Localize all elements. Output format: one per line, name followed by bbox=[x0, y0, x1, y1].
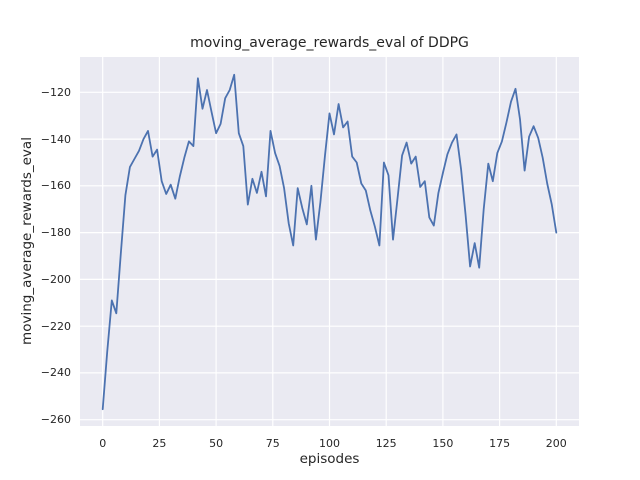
x-axis-label: episodes bbox=[299, 451, 360, 467]
plot-area bbox=[80, 57, 579, 426]
x-tick-label: 125 bbox=[375, 437, 397, 450]
y-tick-label: −180 bbox=[40, 226, 71, 240]
y-tick-label: −220 bbox=[40, 319, 71, 333]
x-tick-label: 0 bbox=[99, 437, 107, 450]
y-tick-label: −160 bbox=[40, 179, 71, 193]
y-tick-label: −240 bbox=[40, 366, 71, 380]
x-tick-label: 25 bbox=[152, 437, 167, 450]
x-tick-label: 100 bbox=[319, 437, 340, 450]
x-tick-label: 150 bbox=[432, 437, 454, 450]
y-tick-label: −140 bbox=[40, 132, 71, 146]
reward-line bbox=[101, 73, 558, 411]
x-tick-label: 175 bbox=[489, 437, 511, 450]
x-tick-label: 50 bbox=[209, 437, 224, 450]
y-tick-label: −200 bbox=[40, 272, 71, 286]
y-tick-label: −260 bbox=[40, 413, 71, 427]
x-tick-label: 75 bbox=[265, 437, 280, 450]
y-tick-label: −120 bbox=[40, 85, 71, 99]
line-chart bbox=[80, 57, 579, 426]
x-tick-label: 200 bbox=[545, 437, 567, 450]
chart-title: moving_average_rewards_eval of DDPG bbox=[190, 35, 469, 51]
y-axis-label: moving_average_rewards_eval bbox=[19, 137, 35, 345]
